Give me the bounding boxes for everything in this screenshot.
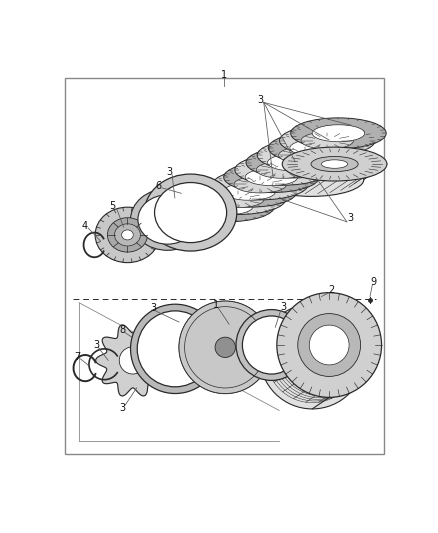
Text: 7: 7 (74, 352, 81, 361)
Ellipse shape (301, 132, 353, 149)
Text: 1: 1 (222, 70, 227, 80)
Polygon shape (95, 325, 170, 396)
Text: 8: 8 (120, 325, 126, 335)
Text: 3: 3 (347, 213, 353, 223)
Ellipse shape (321, 160, 348, 168)
Text: 3: 3 (93, 340, 99, 350)
Ellipse shape (137, 311, 213, 387)
Ellipse shape (215, 337, 235, 358)
Ellipse shape (256, 161, 309, 179)
Ellipse shape (298, 313, 360, 376)
Ellipse shape (277, 293, 381, 398)
Ellipse shape (257, 140, 353, 171)
Ellipse shape (268, 154, 320, 171)
Ellipse shape (311, 157, 358, 172)
Ellipse shape (155, 182, 226, 243)
Text: 5: 5 (109, 201, 115, 212)
Ellipse shape (212, 191, 264, 207)
Ellipse shape (245, 168, 298, 185)
Text: 9: 9 (371, 277, 377, 287)
Ellipse shape (312, 125, 365, 142)
Ellipse shape (138, 195, 197, 244)
Ellipse shape (268, 133, 364, 163)
Ellipse shape (279, 125, 375, 156)
Text: 3: 3 (151, 303, 157, 313)
Ellipse shape (259, 163, 364, 196)
Ellipse shape (114, 224, 141, 246)
Text: 4: 4 (81, 221, 88, 231)
Ellipse shape (246, 147, 342, 178)
Ellipse shape (234, 176, 286, 193)
Ellipse shape (119, 347, 146, 374)
Ellipse shape (190, 184, 286, 214)
Text: 3: 3 (120, 403, 126, 413)
Text: 3: 3 (280, 302, 286, 312)
Text: 6: 6 (155, 181, 161, 191)
Ellipse shape (235, 155, 330, 185)
Text: 3: 3 (167, 167, 173, 177)
Ellipse shape (309, 325, 349, 365)
Ellipse shape (279, 147, 331, 164)
Ellipse shape (290, 140, 343, 156)
Ellipse shape (131, 304, 220, 393)
Ellipse shape (260, 304, 364, 409)
Ellipse shape (224, 161, 319, 192)
Text: 1: 1 (213, 300, 219, 310)
Ellipse shape (107, 217, 148, 252)
Ellipse shape (236, 310, 307, 381)
Ellipse shape (145, 174, 237, 251)
Ellipse shape (95, 207, 160, 263)
Ellipse shape (122, 230, 133, 240)
Ellipse shape (179, 191, 275, 222)
Ellipse shape (201, 176, 297, 207)
Ellipse shape (179, 301, 272, 393)
Ellipse shape (212, 169, 308, 200)
Ellipse shape (282, 147, 387, 181)
Ellipse shape (179, 301, 272, 393)
Ellipse shape (201, 198, 253, 215)
Ellipse shape (291, 118, 386, 149)
Ellipse shape (223, 183, 276, 200)
Ellipse shape (242, 316, 300, 374)
Ellipse shape (131, 189, 205, 251)
Text: 2: 2 (328, 285, 335, 295)
Text: 3: 3 (257, 95, 263, 105)
